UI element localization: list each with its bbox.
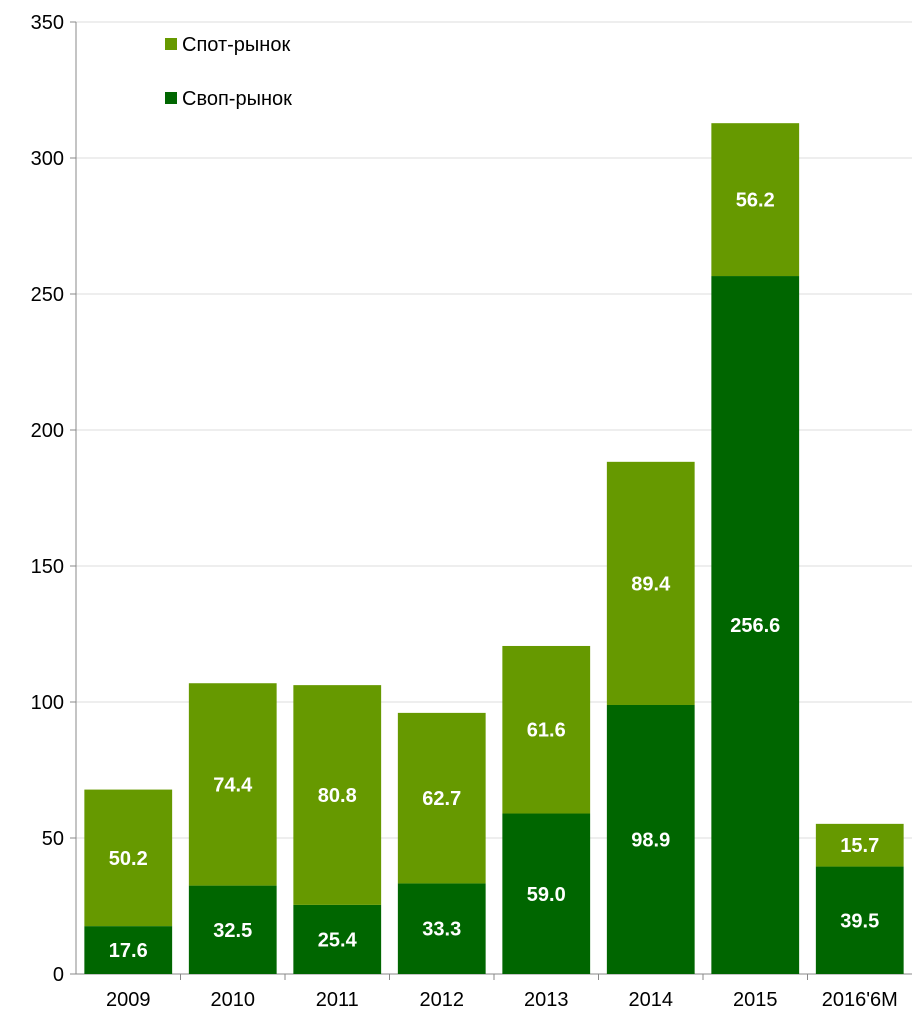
bar-swap (293, 904, 382, 974)
data-label-swap: 256.6 (730, 615, 780, 637)
data-label-spot: 61.6 (527, 720, 566, 742)
x-tick-label: 2011 (316, 989, 359, 1011)
data-label-spot: 50.2 (109, 848, 148, 870)
x-tick-label: 2013 (524, 989, 569, 1011)
bar-swap (397, 883, 486, 974)
data-label-spot: 56.2 (736, 190, 775, 212)
bar-spot (815, 823, 904, 867)
bar-swap (815, 866, 904, 974)
y-tick-label: 150 (31, 556, 64, 578)
bar-swap (188, 885, 277, 974)
data-label-swap: 39.5 (840, 910, 879, 932)
y-tick-label: 200 (31, 420, 64, 442)
bar-swap (84, 926, 173, 974)
data-label-swap: 59.0 (527, 884, 566, 906)
data-label-spot: 62.7 (422, 788, 461, 810)
data-label-spot: 74.4 (213, 774, 253, 796)
bars: 17.6 50.2 32.5 74.4 25.4 80.8 33.3 62.7 59.0 61.6… (84, 123, 904, 975)
bar-spot (188, 683, 277, 886)
data-label-swap: 33.3 (422, 919, 461, 941)
x-tick-label: 2012 (420, 989, 465, 1011)
y-tick-label: 50 (42, 828, 64, 850)
data-label-spot: 15.7 (840, 835, 879, 857)
data-label-swap: 25.4 (318, 929, 358, 951)
y-axis-ticks: 0 50 100 150 200 250 300 350 (31, 12, 76, 986)
bar-spot (502, 645, 591, 814)
x-tick-label: 2009 (106, 989, 151, 1011)
data-label-swap: 17.6 (109, 940, 148, 962)
x-tick-label: 2010 (211, 989, 256, 1011)
data-label-swap: 32.5 (213, 920, 252, 942)
bar-swap (711, 276, 800, 975)
data-label-spot: 89.4 (631, 573, 671, 595)
bar-swap (502, 813, 591, 974)
legend-swatch-spot (165, 38, 177, 50)
legend-label-spot: Спот-рынок (182, 34, 290, 56)
y-tick-label: 0 (53, 964, 64, 986)
y-tick-label: 300 (31, 148, 64, 170)
y-tick-label: 250 (31, 284, 64, 306)
legend-label-swap: Своп-рынок (182, 88, 292, 110)
legend: Спот-рынок Своп-рынок (165, 34, 292, 110)
bar-spot (397, 712, 486, 884)
bar-swap (606, 704, 695, 974)
x-tick-label: 2015 (733, 989, 778, 1011)
data-label-spot: 80.8 (318, 785, 357, 807)
y-tick-label: 350 (31, 12, 64, 34)
x-axis-ticks: 2009 2010 2011 2012 2013 2014 2015 2016'6M (106, 974, 898, 1011)
y-tick-label: 100 (31, 692, 64, 714)
bar-spot (293, 685, 382, 905)
legend-swatch-swap (165, 92, 177, 104)
x-tick-label: 2014 (629, 989, 674, 1011)
data-label-swap: 98.9 (631, 829, 670, 851)
x-tick-label: 2016'6M (822, 989, 898, 1011)
bar-spot (711, 123, 800, 277)
bar-spot (84, 789, 173, 927)
bar-spot (606, 461, 695, 705)
